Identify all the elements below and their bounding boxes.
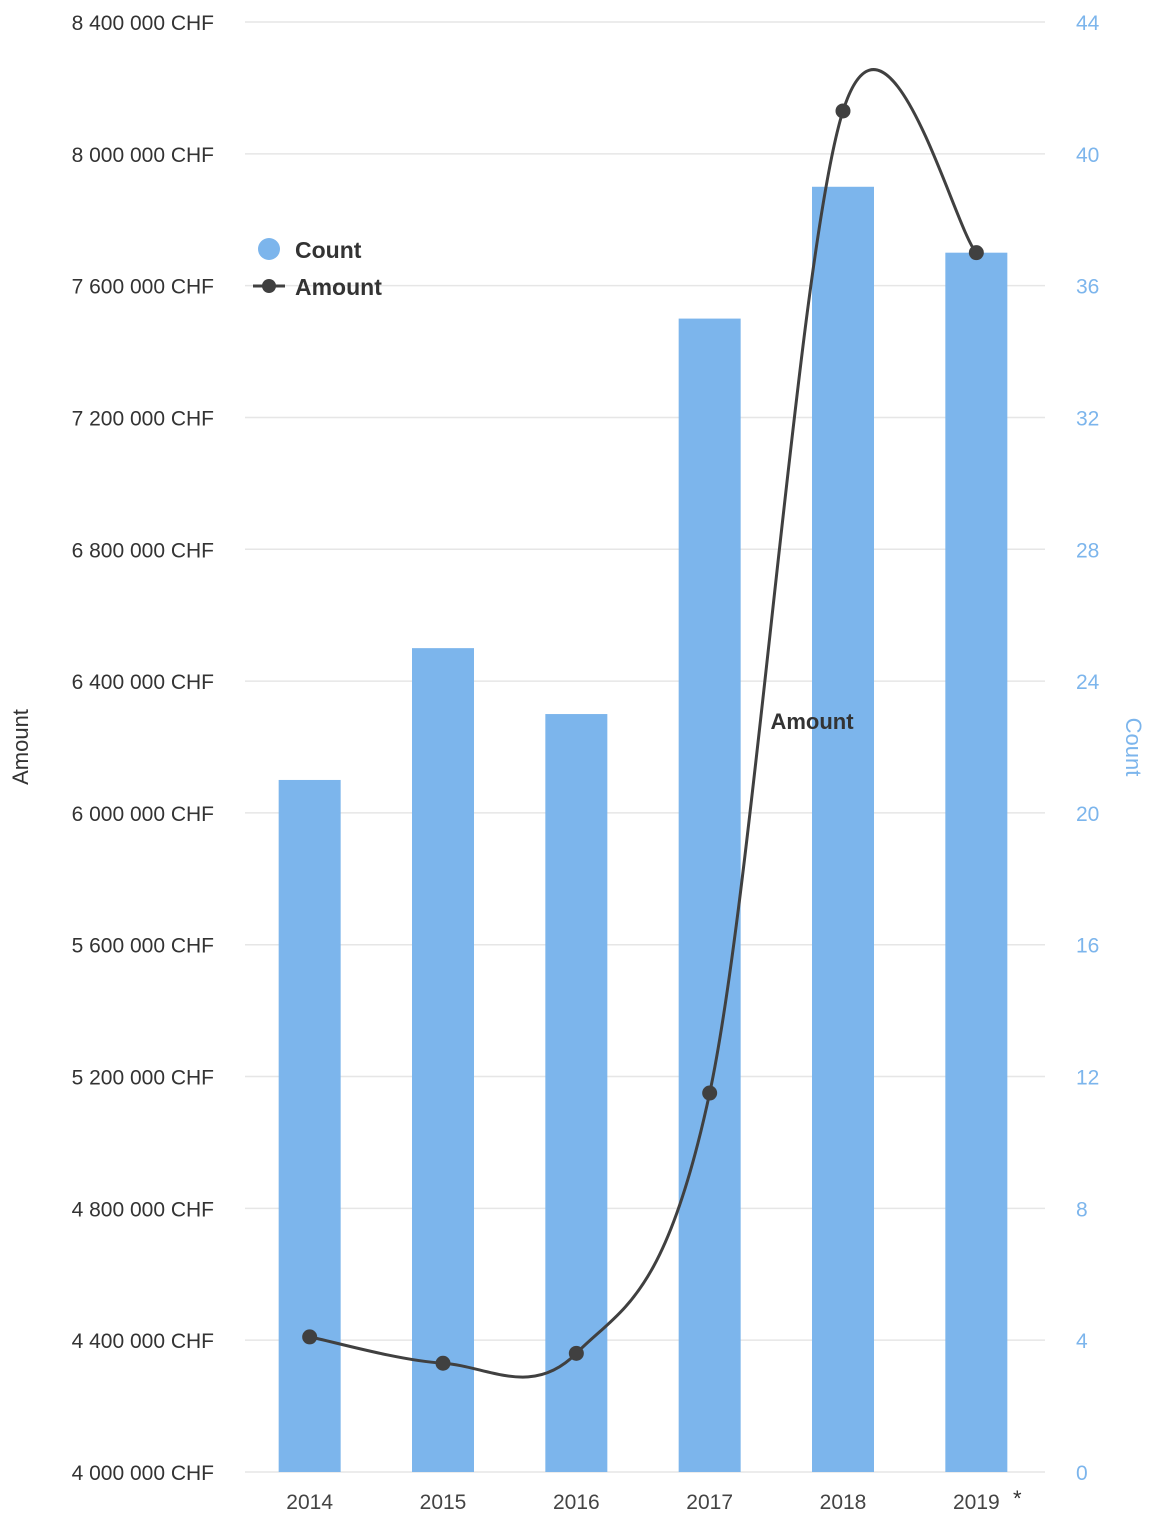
right-tick-label: 4 <box>1076 1330 1088 1353</box>
x-tick-label: 2014 <box>286 1491 333 1513</box>
category-footnote-marker: * <box>1013 1486 1022 1511</box>
bar-count-2019[interactable] <box>945 252 1008 1472</box>
x-tick-label: 2019 <box>953 1491 1000 1513</box>
bar-count-2014[interactable] <box>278 779 341 1472</box>
right-axis-ticks: 0 4 8 12 16 20 24 28 32 36 40 44 <box>1076 12 1100 1485</box>
amount-point-2016[interactable] <box>568 1345 584 1361</box>
amount-point-2018[interactable] <box>835 103 851 119</box>
legend-item-amount[interactable]: Amount <box>253 274 382 300</box>
left-tick-label: 8 000 000 CHF <box>72 144 214 167</box>
legend-count-swatch <box>258 238 280 260</box>
legend-count-label: Count <box>295 237 362 263</box>
left-tick-label: 6 400 000 CHF <box>72 671 214 694</box>
legend-amount-marker <box>262 279 276 293</box>
right-tick-label: 36 <box>1076 276 1099 299</box>
amount-line-layer <box>302 68 984 1379</box>
right-axis-title: Count <box>1121 718 1146 777</box>
right-tick-label: 44 <box>1076 12 1100 35</box>
count-bars <box>278 186 1008 1473</box>
amount-series-label: Amount <box>770 709 854 734</box>
left-axis-title: Amount <box>8 709 33 785</box>
left-tick-label: 8 400 000 CHF <box>72 12 214 35</box>
x-tick-label: 2017 <box>686 1491 733 1513</box>
left-tick-label: 4 400 000 CHF <box>72 1330 214 1353</box>
x-tick-label: 2018 <box>820 1491 867 1513</box>
right-tick-label: 32 <box>1076 407 1099 430</box>
left-tick-label: 4 800 000 CHF <box>72 1198 214 1221</box>
right-tick-label: 0 <box>1076 1462 1088 1485</box>
left-tick-label: 5 600 000 CHF <box>72 935 214 958</box>
right-tick-label: 28 <box>1076 539 1099 562</box>
bar-count-2016[interactable] <box>545 714 608 1472</box>
right-tick-label: 40 <box>1076 144 1099 167</box>
gridlines <box>245 21 1045 1473</box>
right-tick-label: 24 <box>1076 671 1100 694</box>
right-tick-label: 12 <box>1076 1067 1099 1090</box>
left-tick-label: 7 200 000 CHF <box>72 407 214 430</box>
bar-count-2017[interactable] <box>678 318 741 1472</box>
left-axis-ticks: 4 000 000 CHF 4 400 000 CHF 4 800 000 CHF 5… <box>72 12 214 1485</box>
x-axis-ticks: 2014 2015 2016 2017 2018 2019 <box>286 1491 999 1513</box>
amount-point-2015[interactable] <box>435 1355 451 1371</box>
amount-point-2014[interactable] <box>302 1329 318 1345</box>
left-tick-label: 6 000 000 CHF <box>72 803 214 826</box>
right-tick-label: 8 <box>1076 1198 1088 1221</box>
amount-point-2017[interactable] <box>702 1085 718 1101</box>
bar-count-2018[interactable] <box>812 186 874 1473</box>
amount-line <box>309 68 978 1379</box>
amount-point-2019[interactable] <box>968 245 984 261</box>
right-tick-label: 20 <box>1076 803 1099 826</box>
bar-count-2015[interactable] <box>412 648 474 1472</box>
left-tick-label: 4 000 000 CHF <box>72 1462 214 1485</box>
left-tick-label: 5 200 000 CHF <box>72 1067 214 1090</box>
x-tick-label: 2015 <box>420 1491 467 1513</box>
left-tick-label: 6 800 000 CHF <box>72 539 214 562</box>
left-tick-label: 7 600 000 CHF <box>72 276 214 299</box>
x-tick-label: 2016 <box>553 1491 600 1513</box>
legend-amount-label: Amount <box>295 274 382 300</box>
legend-item-count[interactable]: Count <box>258 237 362 263</box>
right-tick-label: 16 <box>1076 935 1099 958</box>
legend[interactable]: Count Amount <box>253 237 382 300</box>
